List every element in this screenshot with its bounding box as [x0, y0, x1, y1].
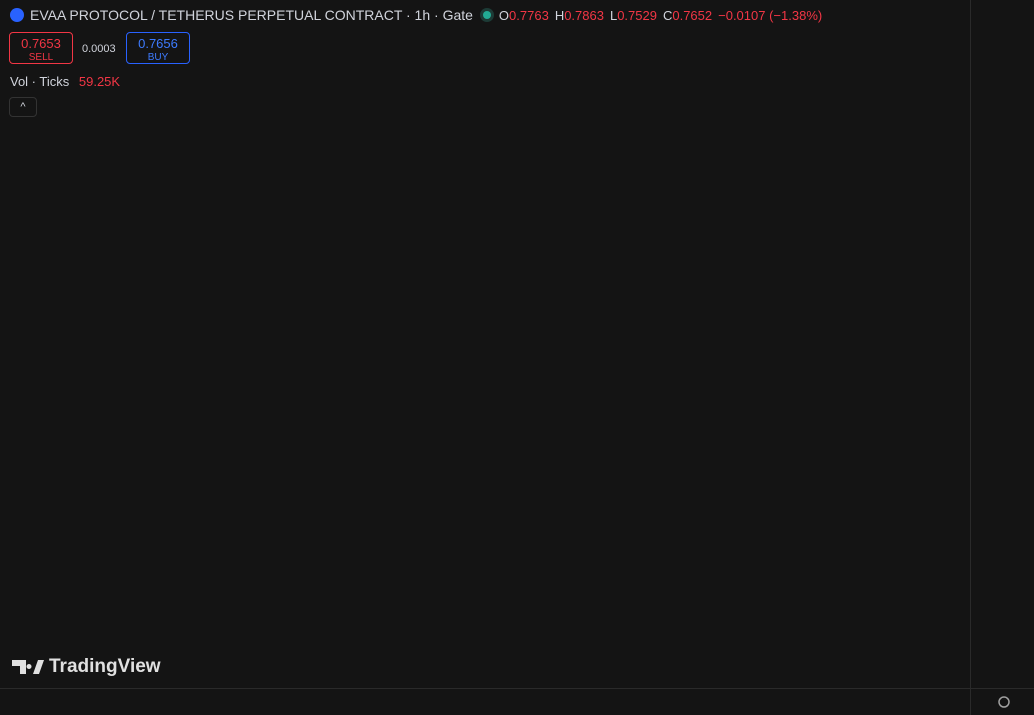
- brand-logo: [12, 660, 44, 674]
- buy-button[interactable]: 0.7656 BUY: [126, 32, 190, 64]
- ohlc-value: 0.7529: [617, 7, 657, 23]
- sell-button[interactable]: 0.7653 SELL: [9, 32, 73, 64]
- symbol-icon: [10, 8, 24, 22]
- spread: 0.0003: [82, 43, 116, 55]
- status-dot: [482, 11, 491, 19]
- ohlc-key: C: [662, 7, 673, 23]
- collapse-button[interactable]: ^: [9, 97, 37, 117]
- ohlc-key: H: [554, 7, 565, 23]
- header: EVAA PROTOCOL / TETHERUS PERPETUAL CONTR…: [0, 0, 822, 30]
- volume-legend-value: 59.25K: [78, 74, 121, 89]
- ohlc-value: 0.7763: [509, 7, 549, 23]
- volume-legend-title: Vol · Ticks: [10, 74, 70, 89]
- sell-price[interactable]: 0.7653: [21, 36, 61, 51]
- ohlc-value: 0.7863: [564, 7, 604, 23]
- ohlc-value: 0.7652: [672, 7, 713, 23]
- volume-legend: Vol · Ticks 59.25K: [10, 74, 120, 89]
- buy-price[interactable]: 0.7656: [138, 36, 178, 51]
- brand-name: TradingView: [49, 656, 161, 677]
- change: −0.0107 (−1.38%): [718, 7, 823, 23]
- ohlc-legend: O0.7763 H0.7863 L0.7529 C0.7652: [499, 8, 712, 23]
- brand: TradingView: [12, 656, 161, 677]
- symbol-title: EVAA PROTOCOL / TETHERUS PERPETUAL CONTR…: [30, 7, 473, 23]
- sell-label[interactable]: SELL: [28, 52, 54, 63]
- settings-gear[interactable]: [998, 696, 1010, 708]
- buy-label[interactable]: BUY: [147, 52, 169, 63]
- settings-icon[interactable]: [998, 696, 1010, 708]
- ohlc-key: O: [498, 7, 510, 23]
- ohlc-key: L: [609, 7, 618, 23]
